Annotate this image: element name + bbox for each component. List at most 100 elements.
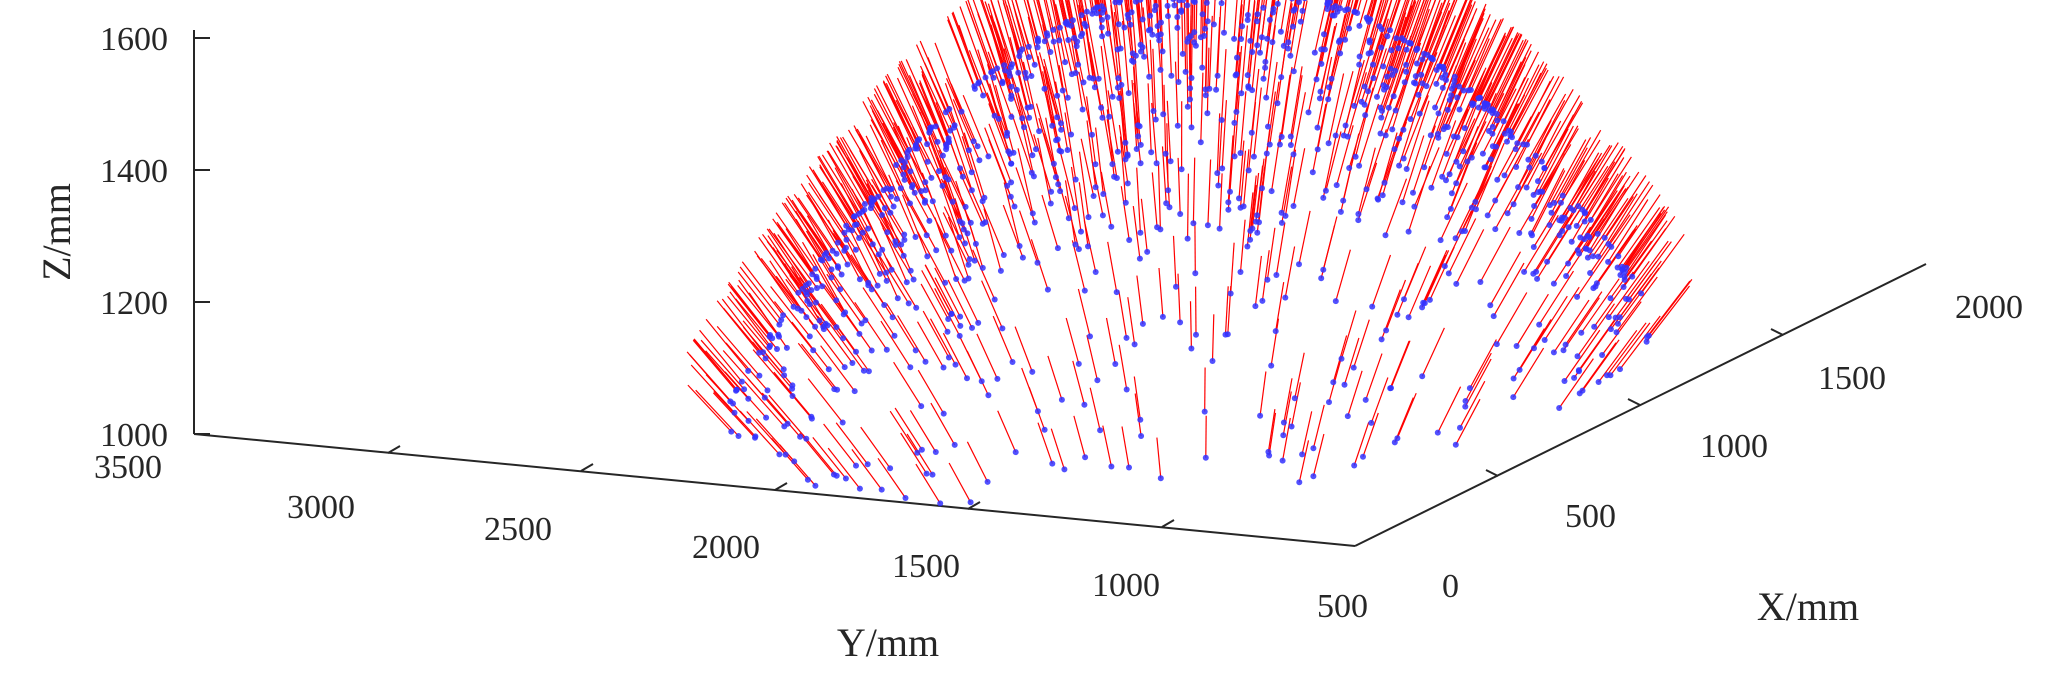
surface-point — [1468, 204, 1475, 211]
surface-point — [1419, 304, 1426, 311]
surface-point — [1133, 146, 1140, 152]
surface-point — [1270, 5, 1277, 12]
surface-point — [1274, 100, 1281, 107]
surface-point — [1162, 150, 1169, 157]
surface-point — [1148, 149, 1155, 156]
normal-vector — [1538, 270, 1575, 325]
surface-point — [1587, 216, 1594, 223]
surface-point — [1481, 164, 1488, 171]
surface-point — [1368, 419, 1375, 426]
normal-vector — [1386, 5, 1413, 77]
normal-vector — [1385, 279, 1407, 331]
normal-vector — [1312, 404, 1325, 449]
surface-point — [1403, 166, 1410, 172]
surface-point — [865, 225, 872, 232]
normal-vector — [1011, 113, 1033, 173]
surface-point — [965, 147, 972, 154]
surface-point — [1178, 8, 1185, 15]
surface-point — [958, 108, 965, 115]
normal-vector — [1085, 9, 1100, 79]
surface-point — [1034, 44, 1041, 51]
normal-vector — [1496, 43, 1532, 115]
normal-vector — [1118, 124, 1129, 184]
surface-point — [1159, 48, 1166, 55]
surface-point — [1288, 423, 1295, 430]
surface-point — [1487, 302, 1494, 309]
surface-point — [1244, 12, 1251, 18]
normal-vector — [1238, 140, 1245, 199]
normal-vector — [1261, 129, 1271, 189]
surface-point — [1369, 303, 1376, 310]
surface-point — [1615, 253, 1622, 260]
surface-point — [1124, 151, 1131, 158]
normal-vector — [1604, 175, 1647, 239]
x-tick-label-0: 0 — [1442, 568, 1459, 605]
surface-point — [944, 328, 951, 335]
surface-point — [1356, 61, 1363, 68]
surface-point — [1191, 39, 1198, 46]
normal-vector — [1281, 155, 1292, 213]
axes: 1000 1200 1400 1600 3500 3000 2500 2000 … — [34, 21, 2023, 665]
surface-point — [1125, 90, 1132, 97]
normal-vector — [1425, 15, 1456, 87]
normal-vector — [824, 284, 860, 335]
normal-vector — [1234, 94, 1240, 157]
surface-point — [1158, 19, 1164, 26]
surface-point — [1374, 93, 1380, 100]
surface-point — [841, 247, 848, 254]
surface-point — [1332, 132, 1339, 139]
normal-vector — [885, 303, 917, 351]
z-tick-label-1000: 1000 — [100, 417, 168, 454]
surface-point — [985, 153, 992, 160]
normal-vector — [949, 124, 973, 191]
surface-point — [921, 199, 928, 206]
normal-vector — [1017, 148, 1034, 214]
normal-vector — [977, 13, 1004, 84]
surface-point — [1426, 296, 1433, 303]
surface-point — [1384, 33, 1391, 40]
surface-point — [1054, 245, 1061, 252]
surface-point — [1427, 132, 1434, 139]
surface-point — [1382, 232, 1389, 239]
surface-point — [1062, 59, 1069, 66]
surface-point — [776, 451, 783, 458]
normal-vector — [1458, 14, 1491, 87]
normal-vector — [1187, 0, 1190, 39]
surface-point — [1587, 270, 1594, 276]
normal-vector — [954, 274, 979, 324]
normal-vector — [1235, 5, 1242, 76]
normal-vector — [768, 394, 807, 440]
normal-vector — [1121, 426, 1130, 468]
normal-vector — [1458, 38, 1490, 110]
normal-vector — [1489, 39, 1524, 111]
surface-point — [1546, 222, 1553, 229]
surface-point — [1048, 188, 1055, 195]
surface-point — [907, 168, 914, 175]
surface-point — [1132, 0, 1139, 5]
surface-point — [1272, 328, 1279, 335]
normal-vector — [880, 320, 911, 368]
surface-point — [1098, 104, 1105, 111]
normal-vector — [934, 277, 961, 327]
surface-point — [856, 485, 863, 492]
x-tick-label-2000: 2000 — [1955, 289, 2023, 326]
normal-vector — [1415, 0, 1436, 51]
normal-vector — [1422, 249, 1448, 304]
surface-point — [943, 141, 949, 148]
normal-vector — [1365, 129, 1387, 190]
surface-point — [1273, 272, 1280, 278]
normal-vector — [737, 285, 780, 337]
surface-point — [942, 174, 949, 181]
normal-vector — [1097, 0, 1103, 28]
surface-point — [1337, 5, 1343, 12]
normal-vector — [725, 342, 768, 391]
surface-point — [1171, 2, 1178, 9]
surface-point — [1068, 71, 1075, 78]
normal-vector — [1401, 0, 1416, 39]
normal-vector — [1471, 93, 1505, 158]
normal-vector — [1187, 173, 1189, 239]
surface-point — [1360, 453, 1366, 460]
surface-point — [1414, 60, 1420, 67]
surface-point — [888, 266, 895, 273]
normal-vector — [1443, 0, 1473, 70]
